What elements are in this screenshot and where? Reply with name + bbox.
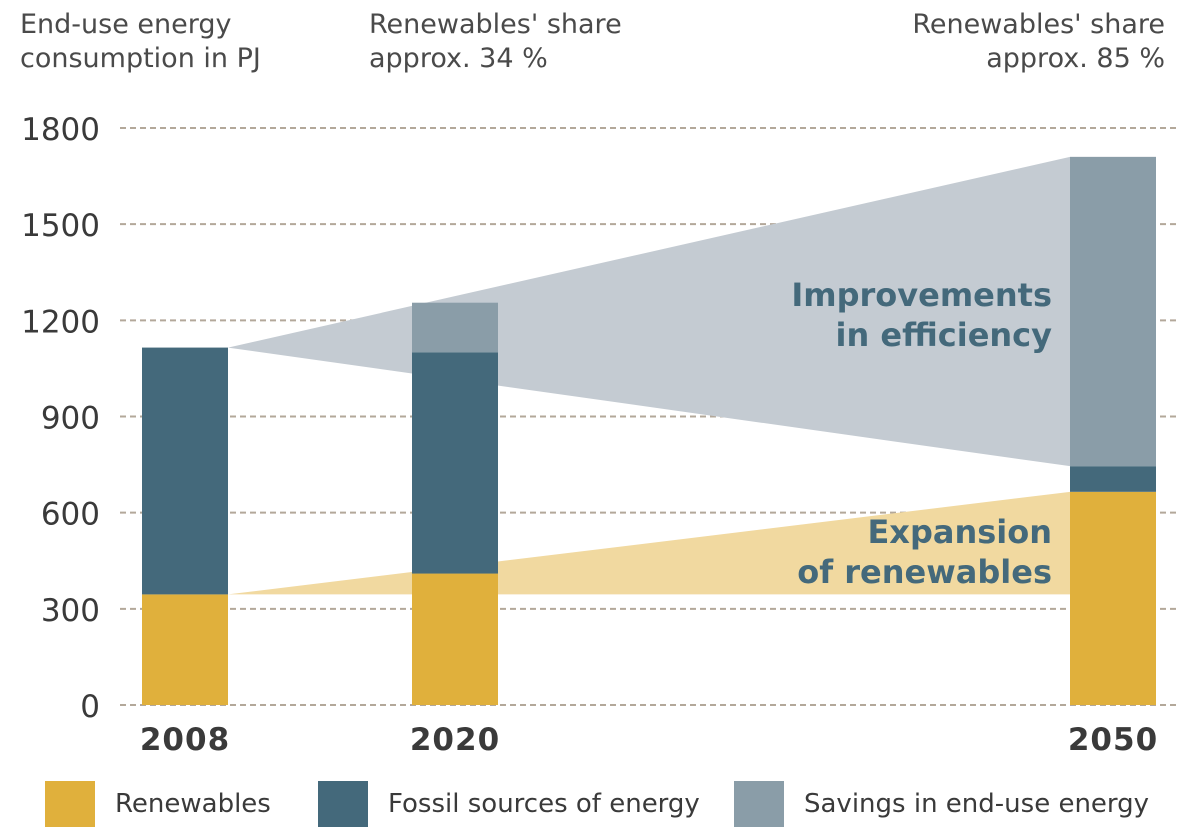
bar-renewables-2020 [412,573,498,705]
stacked-bar-chart: 0 300 600 900 1200 1500 1800 2008 2020 2050 Impro… [21,112,1180,758]
legend-label-renewables: Renewables [115,789,271,819]
y-tick-label-900: 900 [41,401,100,437]
x-tick-label-2050: 2050 [1068,722,1158,758]
x-tick-label-2020: 2020 [410,722,500,758]
efficiency-band [228,156,1070,467]
bar-fossil-2020 [412,352,498,574]
share-label-2050-line1: Renewables' share [912,9,1165,40]
annotation-renewables-line-1: Expansion [867,513,1052,551]
bar-fossil-2050 [1070,466,1156,492]
y-tick-label-300: 300 [41,593,100,629]
legend-item-savings: Savings in end-use energy [734,781,1149,827]
legend-swatch-fossil [318,781,368,827]
y-tick-label-1500: 1500 [21,208,100,244]
share-label-2020-line1: Renewables' share [369,9,622,40]
y-tick-label-1200: 1200 [21,304,100,340]
y-tick-label-1800: 1800 [21,112,100,148]
legend-swatch-renewables [45,781,95,827]
legend-item-renewables: Renewables [45,781,271,827]
y-tick-label-600: 600 [41,497,100,533]
y-tick-label-0: 0 [80,689,100,725]
share-label-2050-line2: approx. 85 % [986,43,1165,74]
legend-label-fossil: Fossil sources of energy [388,789,700,819]
legend-swatch-savings [734,781,784,827]
bar-savings-2020 [412,302,498,353]
bar-renewables-2050 [1070,491,1156,705]
bar-savings-2050 [1070,156,1156,467]
legend-label-savings: Savings in end-use energy [804,789,1150,819]
bar-fossil-2008 [142,347,228,595]
annotation-renewables-line-2: of renewables [797,553,1052,591]
x-tick-label-2008: 2008 [140,722,230,758]
annotation-efficiency-line-2: in efficiency [835,316,1052,354]
annotation-efficiency-line-1: Improvements [791,276,1052,314]
share-label-2020-line2: approx. 34 % [369,43,548,74]
legend-item-fossil: Fossil sources of energy [318,781,700,827]
bar-renewables-2008 [142,594,228,705]
share-label-2020: Renewables' share approx. 34 % [369,8,669,76]
y-axis-label: End-use energy consumption in PJ [20,9,261,74]
share-label-2050: Renewables' share approx. 85 % [865,8,1165,76]
